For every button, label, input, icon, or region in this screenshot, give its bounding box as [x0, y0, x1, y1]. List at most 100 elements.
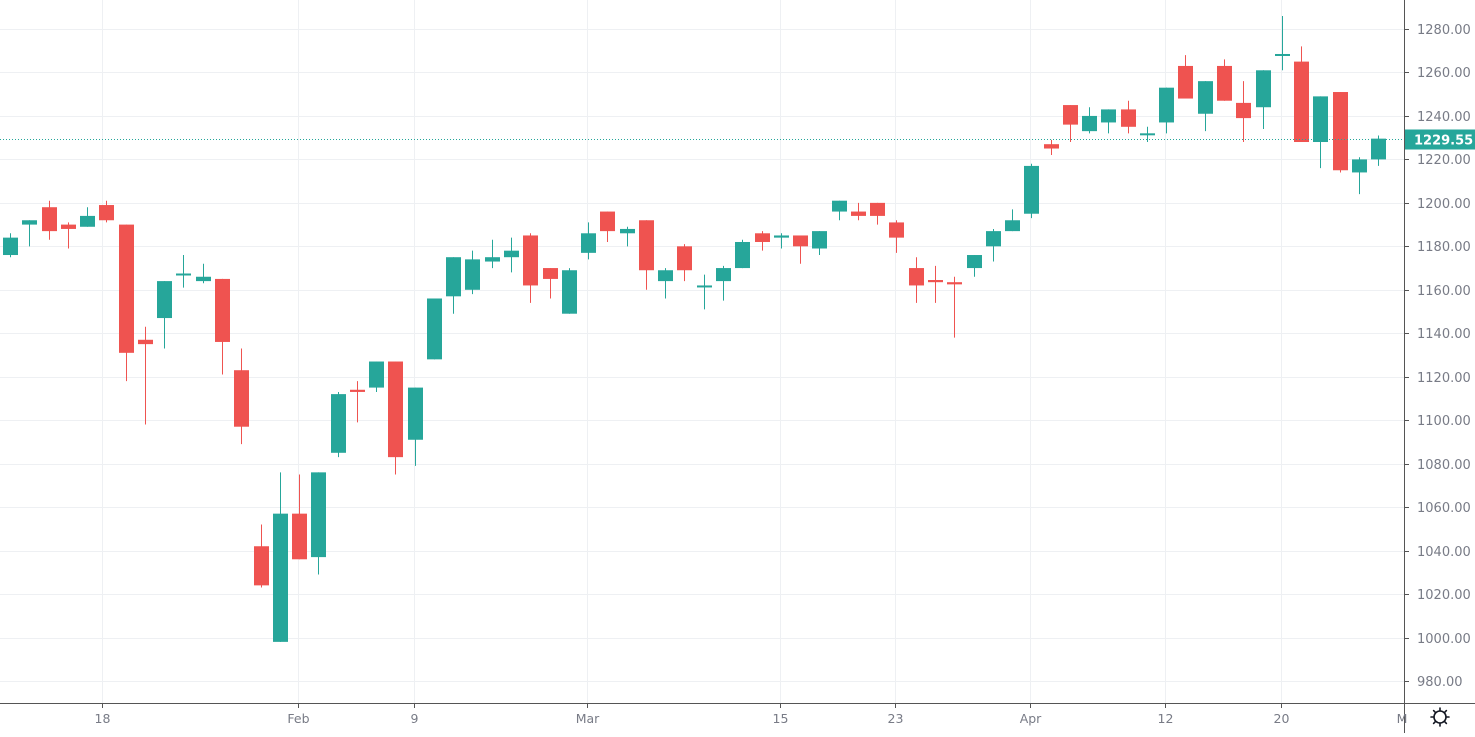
candle — [22, 220, 37, 247]
candle — [870, 202, 885, 225]
candle — [311, 472, 326, 575]
candle — [485, 239, 500, 269]
candle — [600, 211, 615, 242]
price-tick-label: 1100.00 — [1417, 414, 1471, 429]
candle — [986, 228, 1001, 262]
candle — [1178, 55, 1193, 99]
candle — [138, 326, 153, 425]
candle — [119, 224, 134, 382]
price-axis[interactable]: 1280.00 1260.00 1240.00 1220.00 1200.00 1180.… — [1404, 0, 1475, 733]
price-tick-label: 1020.00 — [1417, 588, 1471, 603]
candle — [581, 222, 596, 260]
candle — [1198, 81, 1213, 132]
candle — [273, 472, 288, 642]
price-tick-label: 1220.00 — [1417, 153, 1471, 168]
candle — [176, 255, 191, 288]
time-tick-label: 9 — [411, 711, 419, 726]
time-tick-label: 20 — [1274, 711, 1290, 726]
time-axis[interactable]: 18 Feb 9 Mar 15 23 Apr 12 20 M — [0, 703, 1475, 726]
price-tick-label: 980.00 — [1417, 675, 1463, 690]
candle — [3, 233, 18, 258]
time-tick-label: 15 — [773, 711, 789, 726]
candle — [523, 233, 538, 303]
candle — [350, 381, 365, 423]
candle — [697, 274, 712, 310]
price-tick-label: 1120.00 — [1417, 371, 1471, 386]
candle — [80, 207, 95, 227]
price-tick-label: 1180.00 — [1417, 240, 1471, 255]
price-tick-label: 1040.00 — [1417, 545, 1471, 560]
candle — [639, 220, 654, 290]
candle — [889, 220, 904, 253]
candle — [1313, 96, 1328, 169]
time-tick-label: 18 — [95, 711, 111, 726]
candle — [234, 348, 249, 445]
candle — [967, 255, 982, 277]
price-tick-label: 1260.00 — [1417, 66, 1471, 81]
candle — [427, 298, 442, 360]
time-tick-label: Feb — [287, 711, 309, 726]
candle — [774, 233, 789, 249]
time-tick-label: 12 — [1158, 711, 1174, 726]
candle — [1082, 107, 1097, 134]
time-tick-label: M — [1397, 711, 1408, 726]
candle — [677, 244, 692, 282]
candle — [465, 250, 480, 295]
candle — [716, 265, 731, 301]
svg-text:1229.55: 1229.55 — [1414, 134, 1473, 149]
last-price-badge: 1229.55 — [1405, 129, 1475, 150]
candle — [1101, 109, 1116, 134]
candle — [1024, 163, 1039, 219]
time-tick-label: Mar — [576, 711, 600, 726]
candle — [61, 222, 76, 249]
time-tick-label: Apr — [1020, 711, 1042, 726]
candle — [812, 231, 827, 256]
candle — [620, 226, 635, 247]
settings-button[interactable] — [1405, 704, 1475, 733]
candle — [562, 268, 577, 314]
candle — [292, 474, 307, 560]
candle — [909, 257, 924, 303]
price-tick-label: 1060.00 — [1417, 501, 1471, 516]
candle — [157, 281, 172, 349]
candle — [1256, 70, 1271, 129]
candle — [1352, 157, 1367, 195]
gear-icon — [1429, 706, 1451, 732]
candle — [1294, 46, 1309, 143]
candle — [1063, 105, 1078, 143]
time-tick-label: 23 — [888, 711, 904, 726]
candle — [928, 265, 943, 303]
price-tick-label: 1200.00 — [1417, 197, 1471, 212]
candle — [947, 276, 962, 338]
candle — [1236, 81, 1251, 143]
candle — [504, 237, 519, 273]
candle — [735, 239, 750, 269]
candle — [1159, 87, 1174, 134]
candle — [331, 391, 346, 458]
price-tick-label: 1140.00 — [1417, 327, 1471, 342]
price-tick-label: 1280.00 — [1417, 23, 1471, 38]
candle — [755, 231, 770, 251]
candle — [369, 361, 384, 392]
candle — [388, 361, 403, 475]
candle — [254, 524, 269, 588]
candle — [1333, 92, 1348, 173]
candles — [3, 15, 1386, 642]
candle — [793, 235, 808, 264]
candle — [1217, 59, 1232, 101]
candle — [215, 278, 230, 375]
candle — [851, 202, 866, 221]
candle — [446, 257, 461, 314]
candle — [658, 268, 673, 299]
candle — [1140, 126, 1155, 143]
price-tick-label: 1240.00 — [1417, 110, 1471, 125]
candle — [1044, 139, 1059, 156]
candle — [408, 387, 423, 466]
candle — [99, 200, 114, 223]
candle — [1371, 135, 1386, 166]
candle — [1275, 15, 1290, 71]
grid-lines — [0, 0, 1404, 703]
price-tick-label: 1000.00 — [1417, 632, 1471, 647]
